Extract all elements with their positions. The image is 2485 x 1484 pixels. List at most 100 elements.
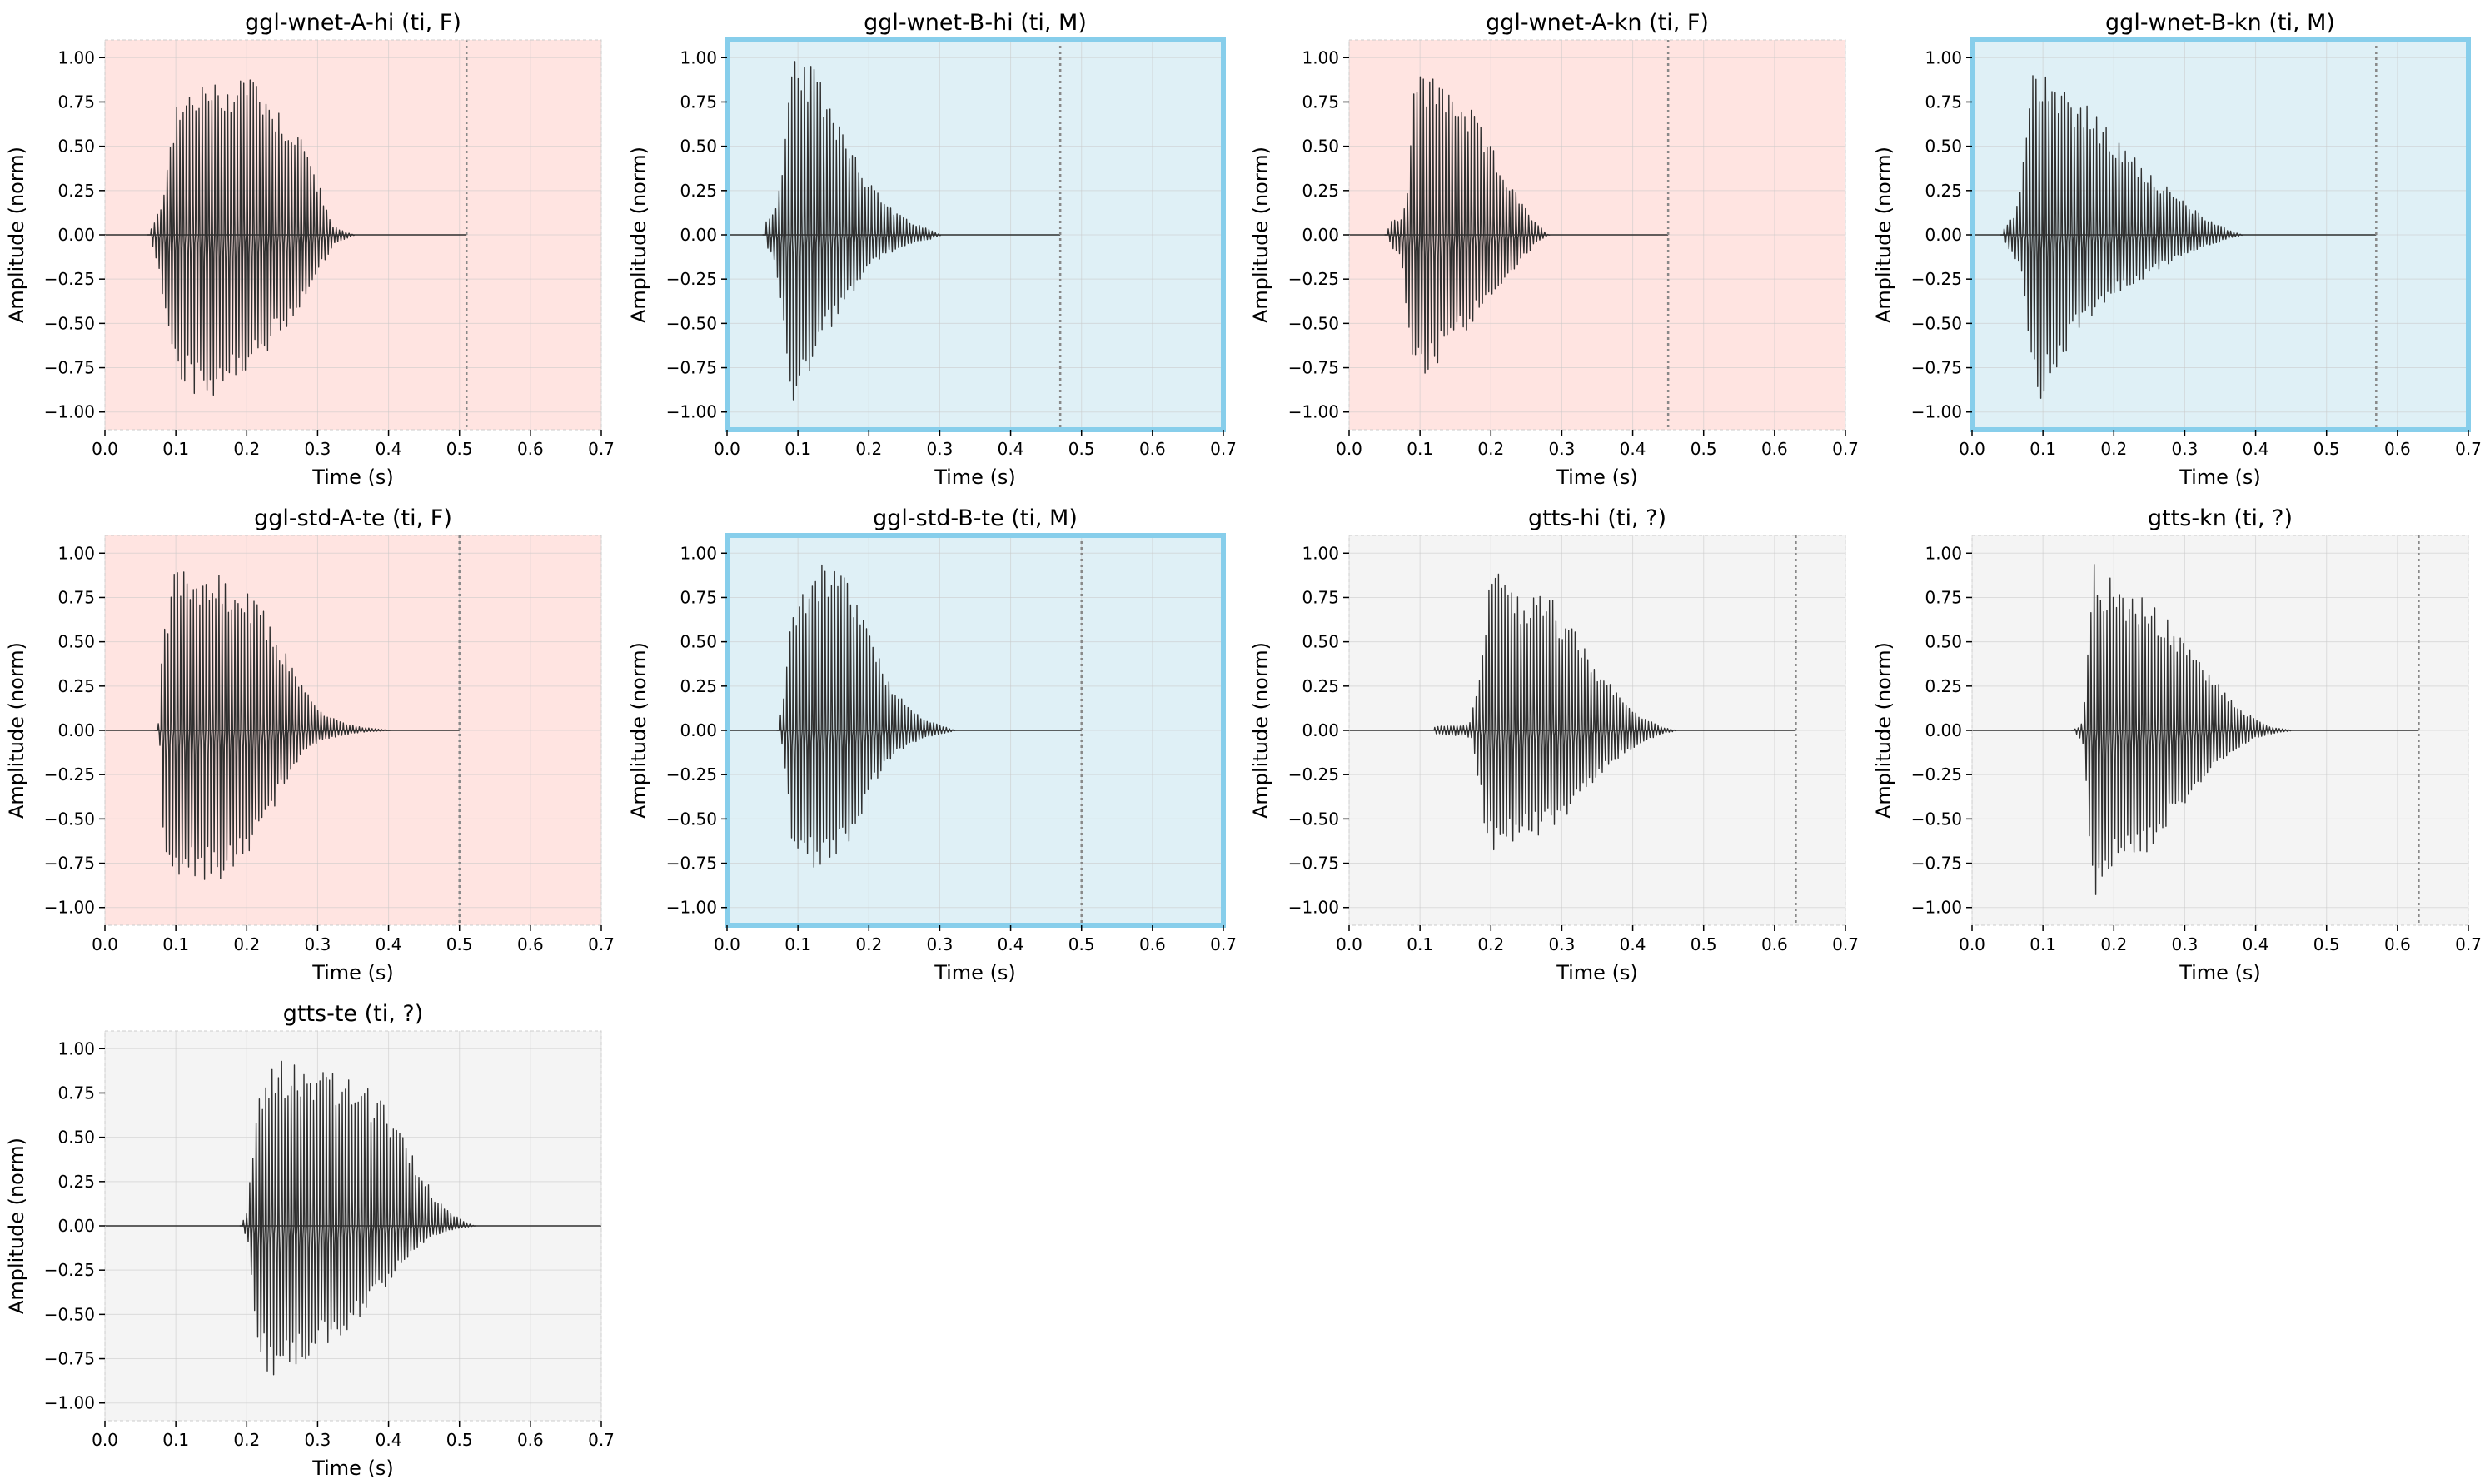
x-tick-label: 0.7 (2455, 439, 2482, 459)
x-tick-label: 0.3 (927, 439, 954, 459)
y-axis-label: Amplitude (norm) (5, 1138, 28, 1314)
y-tick-label: −0.75 (666, 358, 717, 378)
x-tick-label: 0.4 (376, 1430, 402, 1450)
y-tick-label: 0.00 (1925, 720, 1962, 740)
y-tick-label: −0.25 (1288, 764, 1339, 784)
x-axis-label: Time (s) (311, 1457, 394, 1480)
waveform-oscillation (2000, 75, 2243, 399)
y-tick-label: −0.75 (44, 1349, 95, 1369)
x-axis-label: Time (s) (2179, 466, 2261, 489)
x-tick-label: 0.0 (1336, 439, 1362, 459)
y-tick-label: 0.00 (1925, 225, 1962, 245)
x-tick-label: 0.4 (998, 439, 1024, 459)
y-tick-label: −0.75 (666, 854, 717, 874)
y-tick-label: −1.00 (1288, 402, 1339, 422)
x-tick-label: 0.4 (1620, 439, 1646, 459)
x-tick-label: 0.1 (2029, 934, 2056, 954)
x-tick-label: 0.2 (1477, 934, 1504, 954)
y-tick-label: 0.50 (57, 1128, 95, 1148)
y-tick-label: 0.00 (1302, 720, 1339, 740)
x-tick-label: 0.7 (1832, 439, 1859, 459)
y-axis-label: Amplitude (norm) (5, 642, 28, 819)
y-tick-label: 0.50 (1302, 137, 1339, 157)
y-tick-label: −0.25 (44, 1260, 95, 1280)
waveform-panel: 0.0 0.1 0.2 0.3 0.4 0.5 0.6 0.7 1.00 0.75 0.50 0.25… (5, 10, 615, 489)
y-tick-label: 0.75 (680, 92, 717, 112)
waveform-oscillation (762, 61, 942, 401)
waveform-oscillation (147, 79, 355, 396)
x-tick-label: 0.6 (1139, 439, 1166, 459)
x-tick-label: 0.6 (517, 439, 544, 459)
panel-title: ggl-wnet-A-hi (ti, F) (245, 10, 461, 36)
x-tick-label: 0.4 (376, 934, 402, 954)
waveform-trace (105, 1060, 601, 1376)
y-axis-label: Amplitude (norm) (627, 642, 650, 819)
x-tick-label: 0.7 (1210, 439, 1237, 459)
waveform-trace (105, 79, 467, 396)
waveform-panel: 0.0 0.1 0.2 0.3 0.4 0.5 0.6 0.7 1.00 0.75 0.50 0.25… (1872, 10, 2482, 489)
y-tick-label: −1.00 (666, 402, 717, 422)
x-tick-label: 0.0 (92, 1430, 118, 1450)
x-tick-label: 0.7 (1832, 934, 1859, 954)
x-tick-label: 0.3 (927, 934, 954, 954)
y-tick-label: 0.75 (57, 92, 95, 112)
y-tick-label: 0.25 (1302, 676, 1339, 696)
y-tick-label: 0.75 (1925, 92, 1962, 112)
y-tick-label: 0.25 (680, 181, 717, 201)
x-tick-label: 0.5 (1691, 934, 1717, 954)
y-tick-label: −0.50 (666, 313, 717, 333)
x-tick-label: 0.2 (2100, 439, 2127, 459)
x-tick-label: 0.1 (784, 934, 811, 954)
x-tick-label: 0.1 (784, 439, 811, 459)
y-tick-label: −0.75 (44, 854, 95, 874)
x-axis-label: Time (s) (2179, 961, 2261, 984)
y-tick-label: 0.25 (57, 676, 95, 696)
x-tick-label: 0.1 (162, 439, 189, 459)
y-tick-label: 0.75 (1925, 587, 1962, 607)
waveform-panel: 0.0 0.1 0.2 0.3 0.4 0.5 0.6 0.7 1.00 0.75 0.50 0.25… (1872, 505, 2482, 984)
x-tick-label: 0.4 (998, 934, 1024, 954)
x-tick-label: 0.3 (1549, 934, 1576, 954)
y-tick-label: −0.50 (666, 809, 717, 829)
y-tick-label: 0.00 (57, 225, 95, 245)
y-tick-label: 1.00 (1925, 543, 1962, 563)
y-tick-label: −0.50 (44, 313, 95, 333)
x-tick-label: 0.4 (376, 439, 402, 459)
y-tick-label: 0.00 (57, 1216, 95, 1236)
x-tick-label: 0.0 (1336, 934, 1362, 954)
y-tick-label: 0.75 (680, 587, 717, 607)
y-tick-label: 0.25 (1925, 676, 1962, 696)
y-tick-label: 0.25 (57, 181, 95, 201)
y-axis-label: Amplitude (norm) (1249, 642, 1272, 819)
y-tick-label: −1.00 (1911, 402, 1962, 422)
y-tick-label: −0.50 (1288, 809, 1339, 829)
panel-title: ggl-wnet-B-hi (ti, M) (864, 10, 1087, 36)
x-tick-label: 0.1 (1407, 439, 1433, 459)
waveform-oscillation (776, 564, 955, 868)
y-tick-label: −0.50 (1911, 809, 1962, 829)
x-tick-label: 0.7 (588, 934, 615, 954)
y-tick-label: 0.00 (1302, 225, 1339, 245)
x-axis-label: Time (s) (934, 961, 1016, 984)
y-tick-label: −0.25 (666, 269, 717, 289)
y-tick-label: −0.75 (44, 358, 95, 378)
x-tick-label: 0.2 (1477, 439, 1504, 459)
gridlines (1971, 535, 2469, 925)
x-tick-label: 0.5 (1068, 934, 1095, 954)
x-axis-label: Time (s) (1556, 961, 1638, 984)
y-tick-label: 0.50 (57, 632, 95, 652)
x-tick-label: 0.4 (1620, 934, 1646, 954)
x-tick-label: 0.1 (1407, 934, 1433, 954)
x-tick-label: 0.2 (233, 439, 260, 459)
y-tick-label: −1.00 (44, 898, 95, 918)
x-axis-label: Time (s) (311, 961, 394, 984)
x-tick-label: 0.6 (2384, 934, 2411, 954)
waveform-oscillation (1384, 76, 1551, 374)
x-tick-label: 0.2 (855, 934, 882, 954)
y-tick-label: 0.75 (57, 1083, 95, 1103)
y-tick-label: −0.75 (1911, 854, 1962, 874)
waveform-oscillation (2071, 564, 2292, 895)
waveform-panel: 0.0 0.1 0.2 0.3 0.4 0.5 0.6 0.7 1.00 0.75 0.50 0.25… (627, 505, 1237, 984)
x-tick-label: 0.7 (588, 1430, 615, 1450)
waveform-trace (1349, 573, 1796, 851)
